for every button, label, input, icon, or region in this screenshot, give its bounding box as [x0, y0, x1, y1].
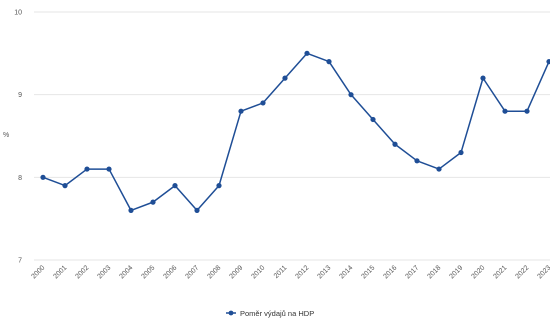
x-tick-label: 2003	[96, 264, 112, 280]
data-point	[194, 207, 200, 213]
x-tick-label: 2005	[140, 264, 156, 280]
legend-label: Poměr výdajů na HDP	[240, 309, 314, 318]
x-axis-ticks: 2000 2001 2002 2003 2004 2005 2006 2007 2008 2009…	[30, 264, 550, 280]
x-tick-label: 2019	[448, 264, 464, 280]
x-tick-label: 2021	[492, 264, 508, 280]
data-point	[106, 166, 112, 172]
data-point	[216, 183, 222, 189]
x-tick-label: 2018	[426, 264, 442, 280]
x-tick-label: 2007	[184, 264, 200, 280]
x-tick-label: 2006	[162, 264, 178, 280]
x-tick-label: 2017	[404, 264, 420, 280]
x-tick-label: 2001	[52, 264, 68, 280]
data-point	[304, 50, 310, 56]
x-tick-label: 2013	[316, 264, 332, 280]
data-point	[326, 59, 332, 65]
data-point	[150, 199, 156, 205]
y-axis-label: %	[3, 132, 9, 139]
data-point	[524, 108, 530, 114]
data-point	[502, 108, 508, 114]
x-tick-label: 2011	[273, 264, 289, 280]
x-tick-label: 2012	[294, 264, 310, 280]
data-point	[128, 207, 134, 213]
x-tick-label: 2000	[30, 264, 46, 280]
data-point	[172, 183, 178, 189]
data-point	[458, 149, 464, 156]
data-point	[370, 116, 376, 123]
legend: Poměr výdajů na HDP	[226, 309, 314, 318]
data-point	[282, 75, 288, 81]
data-point	[546, 59, 550, 65]
series-line-group	[40, 50, 550, 213]
data-point	[436, 166, 442, 172]
y-axis-ticks: 7 8 9 10	[14, 10, 22, 265]
data-point	[348, 92, 354, 98]
data-point	[62, 183, 68, 189]
data-point	[414, 158, 420, 164]
x-tick-label: 2015	[360, 264, 376, 280]
x-tick-label: 2022	[514, 264, 530, 280]
y-tick-label: 7	[18, 258, 22, 265]
y-tick-label: 8	[18, 175, 22, 182]
x-tick-label: 2023	[536, 264, 550, 280]
x-tick-label: 2002	[74, 264, 90, 280]
series-line	[42, 52, 550, 212]
data-point	[260, 100, 266, 106]
x-tick-label: 2014	[338, 264, 354, 280]
gridlines	[34, 11, 550, 261]
y-tick-label: 10	[14, 10, 22, 17]
legend-marker	[228, 310, 234, 316]
x-tick-label: 2016	[382, 264, 398, 280]
data-point	[238, 108, 244, 114]
data-point	[392, 141, 398, 147]
x-tick-label: 2008	[206, 264, 222, 280]
x-tick-label: 2010	[250, 264, 266, 280]
data-point	[84, 166, 90, 172]
x-tick-label: 2020	[470, 264, 486, 280]
x-tick-label: 2004	[118, 264, 134, 280]
data-point	[40, 174, 46, 180]
y-tick-label: 9	[18, 92, 22, 99]
x-tick-label: 2009	[228, 264, 244, 280]
data-point	[480, 75, 486, 81]
